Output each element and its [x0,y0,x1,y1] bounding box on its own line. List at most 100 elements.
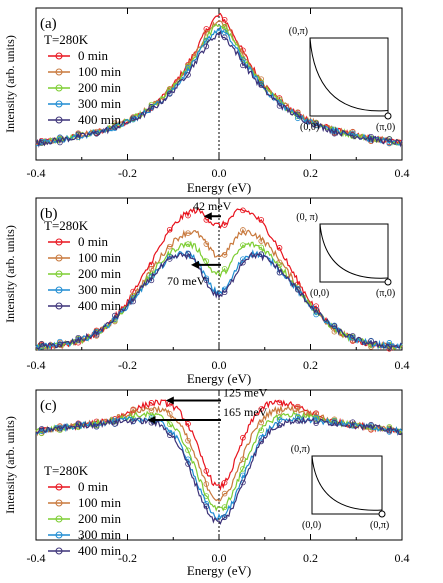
series-marker [221,252,228,258]
series-marker [240,227,246,233]
series-marker [276,422,283,429]
legend-swatch-marker [55,286,63,294]
series-marker [386,427,393,434]
series-marker [368,421,374,428]
series-marker [130,418,136,425]
series-marker [368,338,374,344]
series-marker [148,265,155,272]
x-tick-label: 0.0 [212,166,227,180]
series-marker [166,256,173,262]
series-marker [258,238,265,244]
series-marker [185,461,191,467]
panel-label: (a) [40,16,57,32]
inset-label-point: (π,0) [376,122,395,133]
series-marker [93,331,100,338]
series-marker [276,269,283,276]
series-marker [185,72,191,78]
inset-point-marker [378,510,386,518]
legend-entry: 100 min [78,250,121,265]
series-marker [75,421,82,428]
inset-label-origin: (0,0) [310,288,329,299]
series-marker [258,406,265,412]
legend-swatch-marker [55,84,63,92]
series-marker [221,514,228,521]
series-marker [221,266,228,272]
inset-label-top: (0,π) [289,26,308,37]
series-marker [185,212,191,219]
x-axis-label: Energy (eV) [187,180,251,195]
series-marker [313,414,319,421]
series-marker [166,243,173,250]
series-marker [203,503,210,510]
x-axis-label: Energy (eV) [187,563,251,578]
inset-label-top: (0, π) [296,212,318,223]
series-line-400-min [35,251,403,350]
series-marker [240,256,246,262]
series-marker [276,245,283,251]
series-marker [221,23,228,30]
legend-temperature: T=280K [44,218,89,233]
series-marker [148,400,155,406]
legend-entry: 200 min [78,266,121,281]
x-tick-label: 0.2 [303,358,318,372]
series-marker [148,277,155,284]
series-marker [240,242,246,248]
legend-entry: 200 min [78,80,121,95]
annotation-label: 42 meV [193,199,232,213]
legend-entry: 300 min [78,282,121,297]
inset-label-point: (0,π) [370,520,389,531]
y-axis-label: Intensity (arb. units) [3,416,17,514]
series-marker [203,26,210,32]
annotation-label: 125 meV [223,386,268,400]
series-marker [221,289,228,296]
series-marker [258,244,265,251]
legend-entry: 0 min [78,479,108,494]
series-marker [112,421,118,427]
series-marker [240,479,246,486]
x-tick-label: 0.4 [395,166,410,180]
series-marker [166,410,173,417]
legend-swatch-marker [55,531,63,539]
series-marker [258,251,265,257]
series-marker [38,341,45,347]
series-line-300-min [35,25,403,147]
series-marker [221,222,228,228]
inset-point-marker [384,278,392,286]
series-marker [185,437,191,444]
legend-entry: 0 min [78,234,108,249]
series-marker [331,323,338,329]
x-tick-label: -0.2 [118,358,137,372]
legend-swatch-marker [55,515,63,523]
legend-swatch-marker [55,100,63,108]
series-marker [75,131,82,138]
series-marker [240,472,246,479]
panel-label: (b) [40,206,58,222]
x-tick-label: 0.0 [212,358,227,372]
inset-label-point: (π,0) [376,288,395,299]
series-marker [221,504,228,510]
x-tick-label: 0.2 [303,551,318,565]
x-tick-label: -0.4 [27,551,46,565]
panel-label: (c) [40,398,57,414]
series-marker [185,65,191,71]
series-marker [276,416,283,423]
series-marker [331,130,338,137]
legend-entry: 100 min [78,64,121,79]
series-marker [349,132,356,138]
series-marker [166,226,173,233]
series-marker [258,427,265,434]
series-marker [258,82,265,88]
inset-point-marker [384,112,392,120]
series-marker [57,341,63,348]
series-marker [130,406,136,413]
series-marker [295,111,301,118]
series-line-200-min [35,240,403,350]
legend-entry: 200 min [78,511,121,526]
series-marker [166,91,173,97]
series-marker [240,434,246,441]
series-marker [331,328,338,335]
series-marker [386,136,393,142]
series-marker [349,419,356,425]
